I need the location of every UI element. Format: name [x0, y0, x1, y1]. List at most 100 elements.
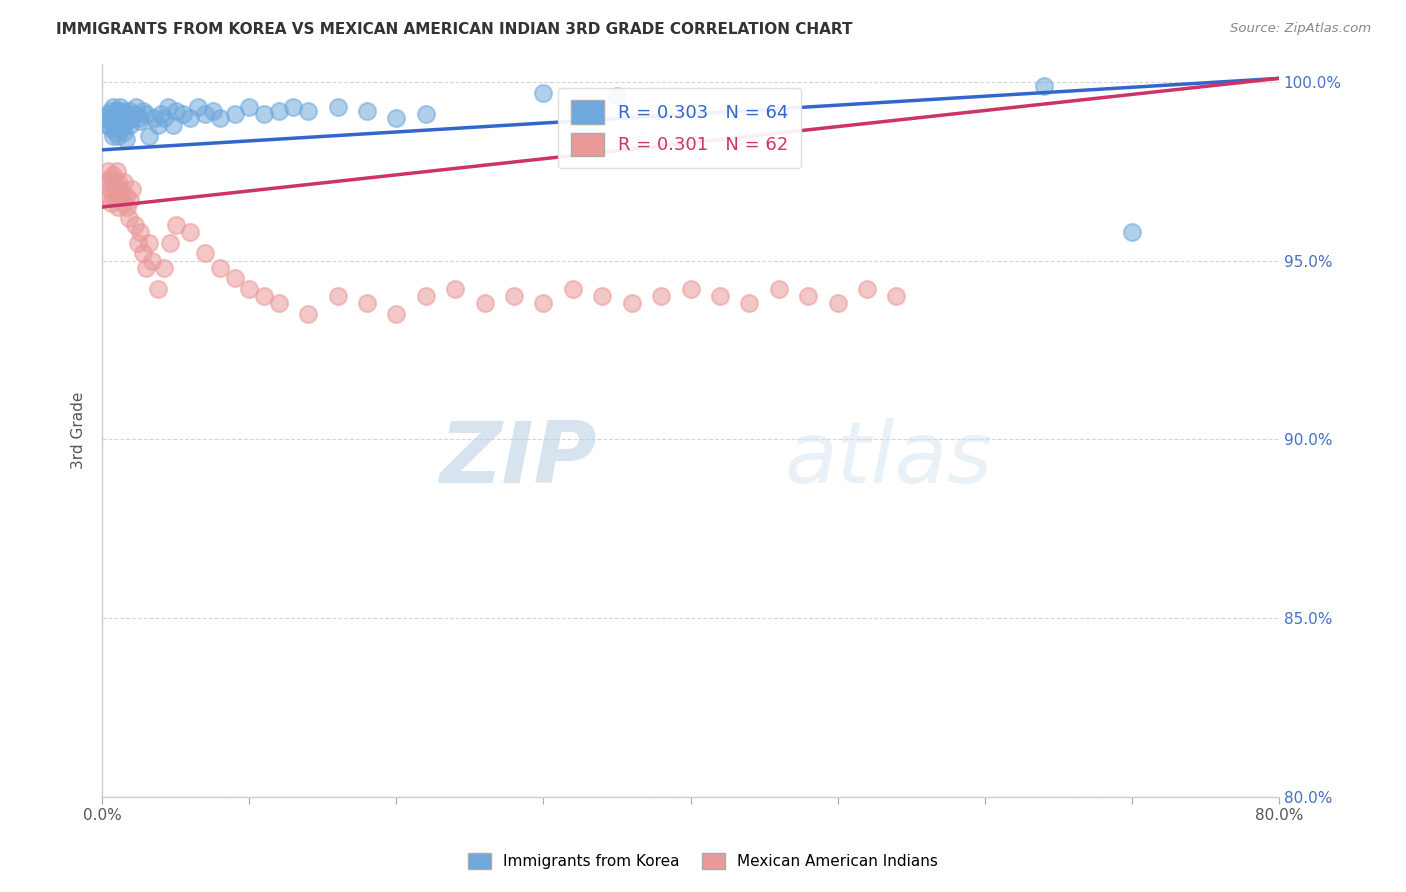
Point: [153, 260, 176, 275]
Point: [253, 289, 276, 303]
Point: [101, 189, 124, 203]
Point: [827, 296, 849, 310]
Point: [194, 107, 217, 121]
Point: [856, 282, 879, 296]
Point: [503, 289, 526, 303]
Point: [112, 107, 135, 121]
Point: [124, 218, 146, 232]
Point: [356, 296, 378, 310]
Point: [110, 121, 132, 136]
Point: [141, 253, 163, 268]
Point: [129, 114, 152, 128]
Point: [415, 107, 437, 121]
Point: [283, 100, 305, 114]
Point: [101, 168, 124, 182]
Point: [886, 289, 908, 303]
Point: [105, 189, 128, 203]
Text: Source: ZipAtlas.com: Source: ZipAtlas.com: [1230, 22, 1371, 36]
Point: [650, 289, 672, 303]
Point: [385, 111, 408, 125]
Legend: Immigrants from Korea, Mexican American Indians: Immigrants from Korea, Mexican American …: [461, 847, 945, 875]
Point: [100, 121, 122, 136]
Point: [110, 107, 132, 121]
Point: [326, 100, 349, 114]
Point: [297, 307, 319, 321]
Point: [125, 100, 148, 114]
Point: [114, 111, 136, 125]
Point: [1032, 78, 1054, 93]
Point: [97, 107, 120, 121]
Point: [115, 114, 138, 128]
Point: [120, 118, 142, 132]
Point: [110, 189, 132, 203]
Point: [96, 118, 118, 132]
Point: [115, 200, 138, 214]
Point: [187, 100, 209, 114]
Point: [679, 282, 702, 296]
Point: [103, 107, 125, 121]
Point: [114, 189, 136, 203]
Point: [105, 164, 128, 178]
Point: [1121, 225, 1143, 239]
Point: [179, 111, 201, 125]
Point: [768, 282, 790, 296]
Point: [208, 111, 231, 125]
Point: [533, 296, 555, 310]
Point: [150, 107, 173, 121]
Point: [107, 175, 129, 189]
Point: [98, 114, 121, 128]
Point: [98, 182, 121, 196]
Point: [105, 103, 128, 118]
Text: atlas: atlas: [785, 418, 993, 501]
Point: [561, 282, 583, 296]
Y-axis label: 3rd Grade: 3rd Grade: [72, 392, 86, 469]
Point: [138, 235, 160, 250]
Point: [797, 289, 820, 303]
Point: [738, 296, 761, 310]
Point: [107, 200, 129, 214]
Point: [135, 107, 157, 121]
Point: [326, 289, 349, 303]
Point: [591, 289, 613, 303]
Point: [104, 111, 127, 125]
Point: [114, 132, 136, 146]
Point: [132, 103, 155, 118]
Point: [238, 100, 260, 114]
Point: [107, 128, 129, 143]
Point: [172, 107, 194, 121]
Point: [620, 296, 643, 310]
Point: [108, 100, 131, 114]
Point: [474, 296, 496, 310]
Point: [201, 103, 224, 118]
Point: [194, 246, 217, 260]
Point: [238, 282, 260, 296]
Point: [103, 118, 125, 132]
Point: [533, 86, 555, 100]
Point: [111, 196, 134, 211]
Point: [103, 175, 125, 189]
Point: [105, 118, 128, 132]
Point: [96, 189, 118, 203]
Point: [121, 111, 143, 125]
Point: [108, 182, 131, 196]
Point: [120, 193, 142, 207]
Point: [142, 111, 165, 125]
Point: [100, 171, 122, 186]
Point: [146, 282, 169, 296]
Point: [146, 118, 169, 132]
Point: [267, 296, 290, 310]
Point: [224, 107, 246, 121]
Point: [179, 225, 201, 239]
Point: [121, 182, 143, 196]
Point: [124, 107, 146, 121]
Point: [97, 164, 120, 178]
Legend: R = 0.303   N = 64, R = 0.301   N = 62: R = 0.303 N = 64, R = 0.301 N = 62: [558, 87, 801, 169]
Point: [444, 282, 467, 296]
Point: [100, 103, 122, 118]
Point: [135, 260, 157, 275]
Point: [165, 218, 187, 232]
Point: [415, 289, 437, 303]
Point: [224, 271, 246, 285]
Point: [112, 175, 135, 189]
Point: [253, 107, 276, 121]
